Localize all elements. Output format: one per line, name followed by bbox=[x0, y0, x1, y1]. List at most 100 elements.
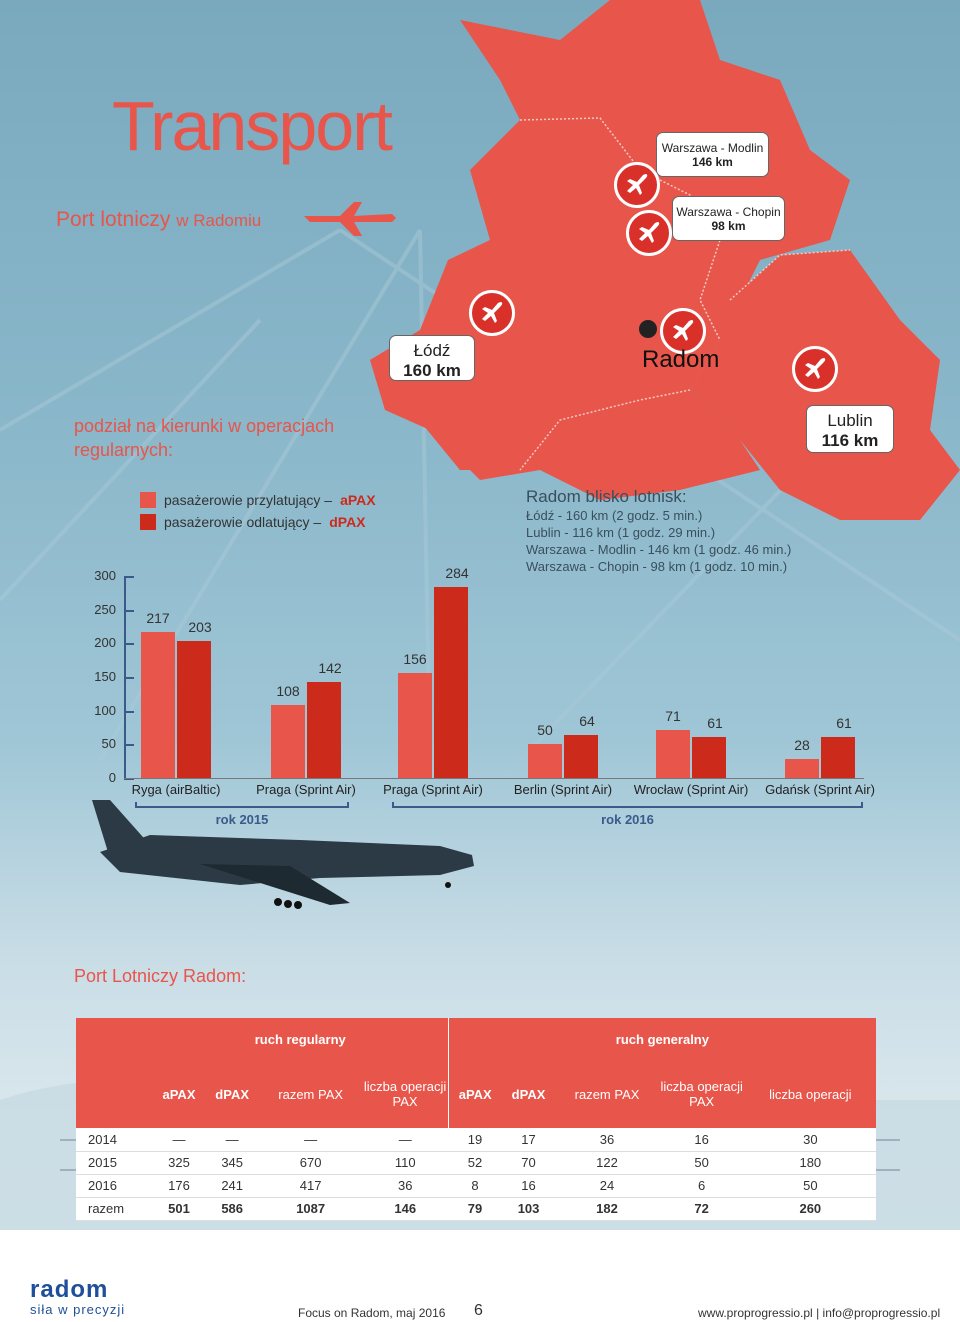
legend-dpax-code: dPAX bbox=[329, 514, 366, 530]
bar-value-label: 217 bbox=[146, 609, 170, 626]
y-tick-label: 50 bbox=[101, 736, 116, 752]
nearby-line: Warszawa - Chopin - 98 km (1 godz. 10 mi… bbox=[526, 559, 788, 574]
x-category-label: Ryga (airBaltic) bbox=[131, 782, 221, 797]
col-apax: aPAX bbox=[448, 1060, 502, 1128]
airport-box-chopin: Warszawa - Chopin 98 km bbox=[672, 196, 785, 241]
bar-apax bbox=[656, 730, 690, 778]
bar-value-label: 61 bbox=[836, 714, 852, 731]
y-tick-label: 200 bbox=[94, 635, 116, 651]
bar-value-label: 142 bbox=[318, 660, 342, 677]
nearby-line: Warszawa - Modlin - 146 km (1 godz. 46 m… bbox=[526, 542, 792, 557]
legend-dpax: pasażerowie odlatujący – dPAX bbox=[140, 514, 366, 530]
airport-pin-icon bbox=[469, 290, 515, 336]
legend-apax-code: aPAX bbox=[340, 492, 376, 508]
x-category-label: Wrocław (Sprint Air) bbox=[633, 782, 749, 797]
col-razem: razem PAX bbox=[555, 1060, 659, 1128]
bar-value-label: 50 bbox=[537, 722, 553, 739]
y-tick-label: 100 bbox=[94, 702, 116, 718]
y-tick-mark bbox=[124, 677, 134, 679]
logo-wordmark: radom bbox=[30, 1276, 109, 1303]
subtitle-suffix: w Radomiu bbox=[176, 211, 262, 230]
port-stats-table: ruch regularny ruch generalny aPAX dPAX … bbox=[76, 1018, 876, 1221]
airport-box-lublin: Lublin 116 km bbox=[806, 405, 894, 453]
year-group-label: rok 2015 bbox=[215, 812, 269, 827]
y-tick-label: 150 bbox=[94, 669, 116, 684]
x-category-label: Praga (Sprint Air) bbox=[256, 782, 356, 797]
footer-email[interactable]: info@proprogressio.pl bbox=[822, 1306, 941, 1320]
legend-apax-text: pasażerowie przylatujący – bbox=[164, 492, 333, 508]
table-row-total: razem 501 586 1087 146 79 103 182 72 260 bbox=[76, 1197, 876, 1221]
table-group-header: ruch regularny ruch generalny bbox=[76, 1018, 876, 1060]
table-row: 2014— — — —19 17 36 16 30 bbox=[76, 1128, 876, 1152]
x-category-label: Gdańsk (Sprint Air) bbox=[765, 782, 875, 797]
bar-value-label: 203 bbox=[188, 619, 212, 636]
x-category-label: Berlin (Sprint Air) bbox=[513, 782, 613, 797]
nearby-airports: Radom blisko lotnisk: Łódź - 160 km (2 g… bbox=[526, 488, 791, 575]
y-tick-mark bbox=[124, 576, 134, 578]
bar-value-label: 61 bbox=[707, 714, 723, 731]
col-razem: razem PAX bbox=[259, 1060, 363, 1128]
airport-box-modlin: Warszawa - Modlin 146 km bbox=[656, 132, 769, 177]
y-tick-label: 300 bbox=[94, 568, 116, 583]
airplane-silhouette bbox=[100, 835, 474, 885]
bar-dpax bbox=[564, 734, 598, 778]
y-tick-mark bbox=[124, 609, 134, 612]
airport-distance: 98 km bbox=[711, 219, 746, 233]
x-axis-line bbox=[124, 778, 864, 779]
nearby-heading: Radom blisko lotnisk: bbox=[526, 487, 687, 506]
airport-distance: 116 km bbox=[821, 431, 879, 450]
bar-dpax bbox=[434, 586, 468, 778]
page-subtitle: Port lotniczy w Radomiu bbox=[56, 208, 261, 232]
col-operacji: liczba operacji bbox=[744, 1060, 876, 1128]
airplane-icon bbox=[304, 202, 396, 236]
passenger-bar-chart: 0 50 100 150 200 250 300 217 203 Ryga (airBaltic)… bbox=[94, 565, 875, 827]
y-tick-mark bbox=[124, 744, 134, 747]
y-tick-label: 0 bbox=[108, 770, 116, 785]
table-row: 2015 325 345 670 110 52 70 122 50 180 bbox=[76, 1151, 876, 1175]
page-number: 6 bbox=[474, 1302, 483, 1319]
bar-apax bbox=[528, 744, 562, 778]
bar-apax bbox=[141, 631, 175, 778]
airport-pin-icon bbox=[626, 210, 672, 256]
airport-name: Lublin bbox=[827, 411, 873, 430]
logo-slogan: siła w precyzji bbox=[30, 1302, 126, 1317]
airport-name: Warszawa - Chopin bbox=[676, 205, 781, 219]
footer-separator: | bbox=[816, 1306, 820, 1320]
year-bracket bbox=[392, 802, 863, 808]
y-tick-label: 250 bbox=[94, 601, 116, 617]
y-tick-mark bbox=[124, 710, 134, 713]
bar-dpax bbox=[307, 682, 341, 778]
footer-website[interactable]: www.proprogressio.pl bbox=[698, 1306, 813, 1320]
page-title: Transport bbox=[112, 87, 393, 165]
y-tick-mark bbox=[124, 643, 134, 646]
airport-distance: 146 km bbox=[692, 155, 733, 169]
legend-swatch-dpax bbox=[140, 514, 156, 530]
legend-swatch-apax bbox=[140, 492, 156, 508]
radom-logo: radom siła w precyzji bbox=[30, 1276, 126, 1318]
airport-name: Warszawa - Modlin bbox=[661, 141, 764, 155]
bar-dpax bbox=[821, 736, 855, 778]
col-operacji: liczba operacji PAX bbox=[658, 1060, 745, 1128]
bar-value-label: 108 bbox=[276, 683, 300, 700]
port-heading: Port Lotniczy Radom: bbox=[74, 966, 247, 986]
year-bracket bbox=[135, 802, 349, 808]
city-label-radom: Radom bbox=[642, 346, 720, 373]
col-dpax: dPAX bbox=[205, 1060, 260, 1128]
legend-apax: pasażerowie przylatujący – aPAX bbox=[140, 492, 376, 508]
airport-box-lodz: Łódź 160 km bbox=[389, 335, 475, 381]
col-apax: aPAX bbox=[152, 1060, 206, 1128]
bar-apax bbox=[785, 759, 819, 778]
bar-value-label: 64 bbox=[579, 712, 595, 729]
bar-apax bbox=[271, 705, 305, 778]
airport-name: Łódź bbox=[413, 341, 451, 360]
airport-pin-icon bbox=[614, 162, 660, 208]
nearby-line: Lublin - 116 km (1 godz. 29 min.) bbox=[526, 525, 716, 540]
bar-apax bbox=[398, 672, 432, 778]
bar-value-label: 28 bbox=[794, 737, 810, 754]
bar-dpax bbox=[692, 736, 726, 778]
col-dpax: dPAX bbox=[501, 1060, 556, 1128]
x-category-label: Praga (Sprint Air) bbox=[383, 782, 483, 797]
directions-heading: podział na kierunki w operacjach regular… bbox=[74, 416, 335, 460]
airport-pin-icon bbox=[792, 346, 838, 392]
bar-dpax bbox=[177, 641, 211, 778]
